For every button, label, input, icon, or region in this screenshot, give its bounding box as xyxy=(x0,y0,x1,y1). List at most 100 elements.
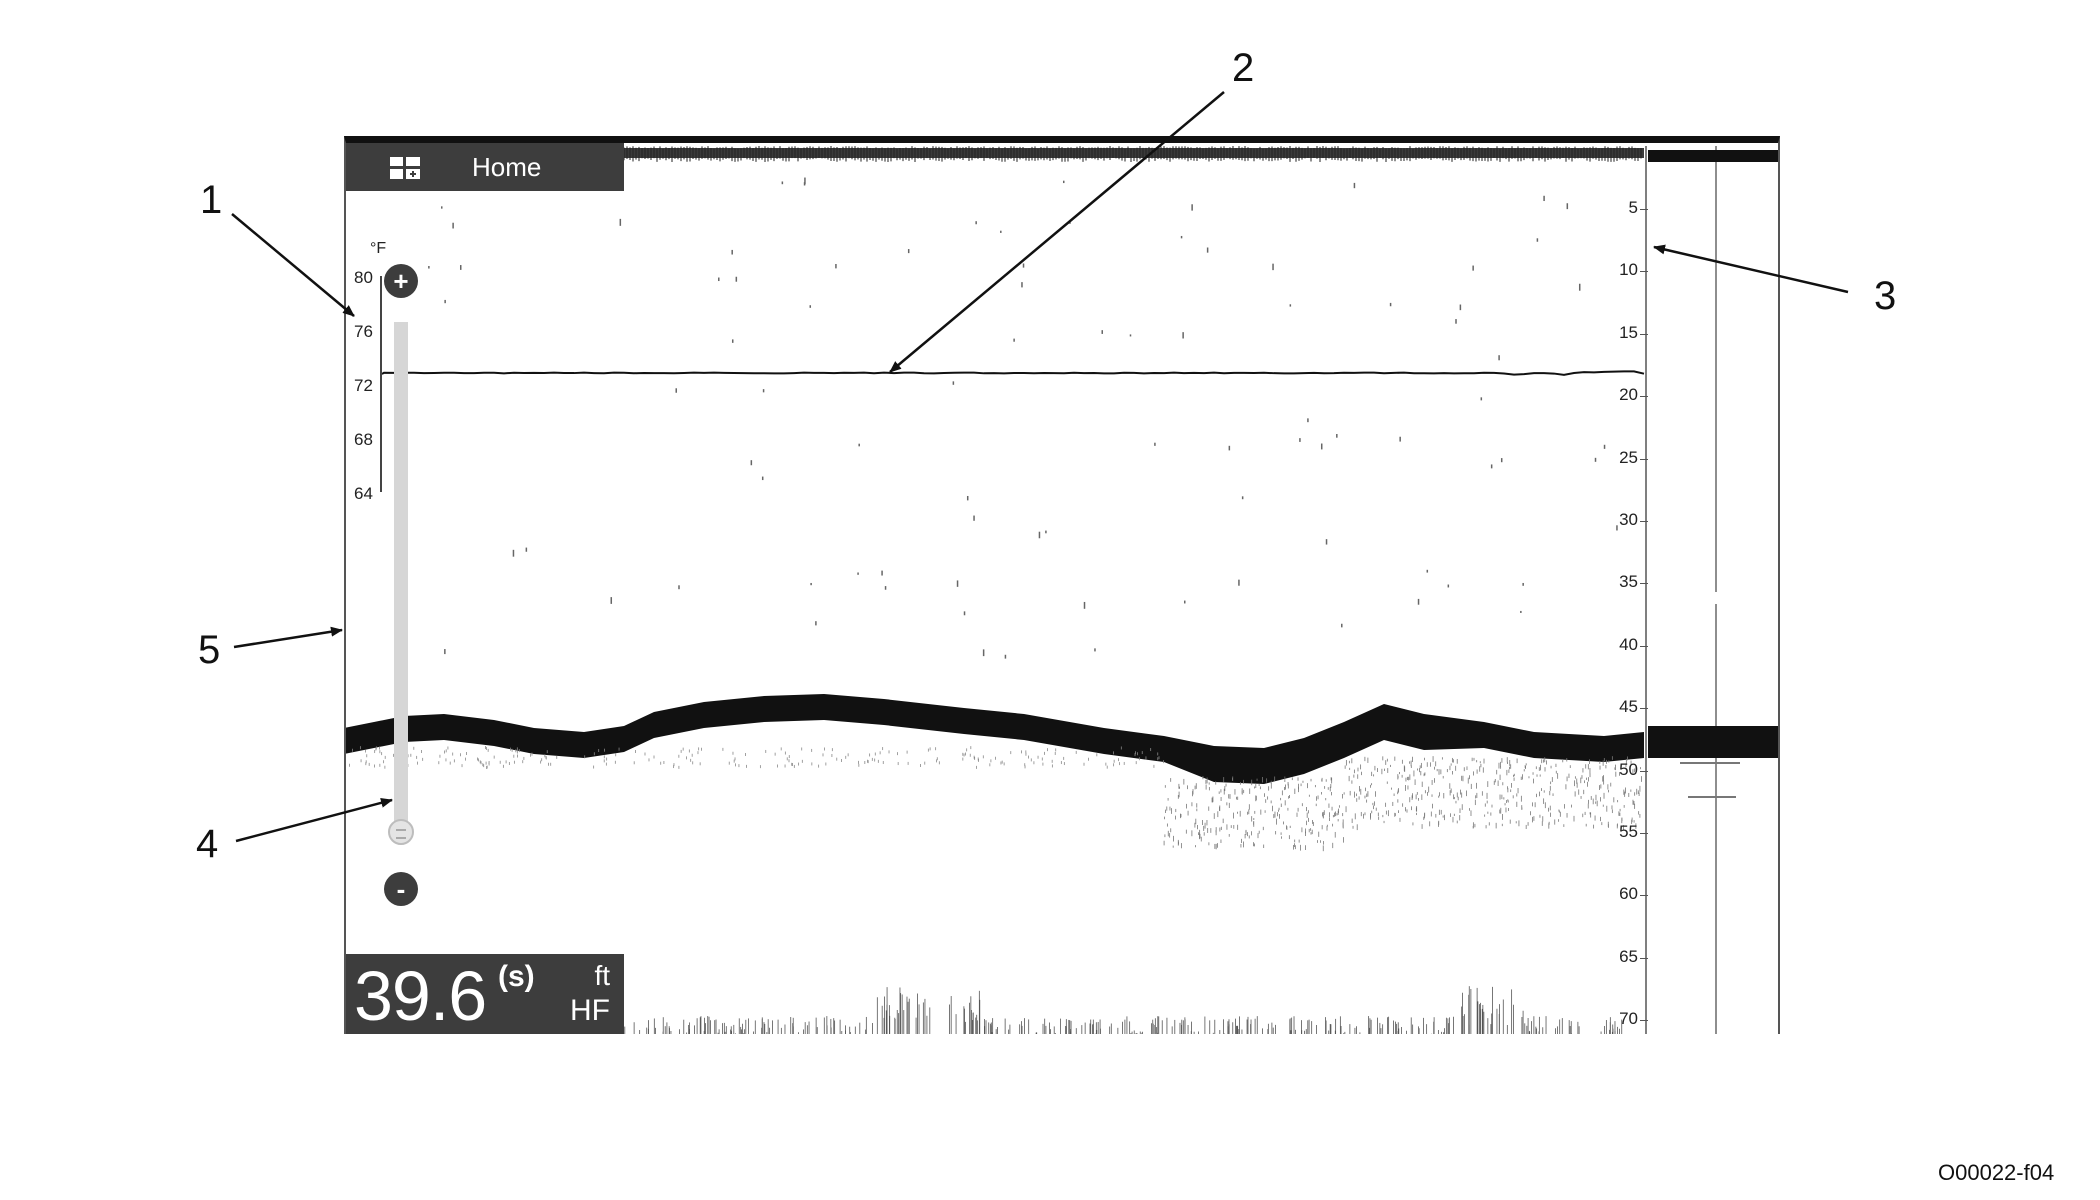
water-column-target xyxy=(1447,584,1450,588)
water-column-target xyxy=(835,264,837,269)
depth-scale-tick xyxy=(1640,209,1648,210)
water-column-target xyxy=(1272,263,1274,271)
water-column-target xyxy=(444,299,446,304)
depth-scale-label: 65 xyxy=(1619,946,1638,966)
depth-source: (s) xyxy=(498,960,535,993)
depth-scale-label: 50 xyxy=(1619,759,1638,779)
water-column-target xyxy=(982,649,985,657)
water-column-target xyxy=(1094,648,1096,652)
water-column-target xyxy=(907,249,910,254)
water-column-target xyxy=(1455,319,1457,324)
temperature-graph-line xyxy=(381,370,1645,376)
water-column-target xyxy=(952,381,955,385)
water-column-target xyxy=(858,443,860,447)
water-column-target xyxy=(1101,330,1103,334)
water-column-target xyxy=(884,586,887,590)
depth-scale-tick xyxy=(1640,957,1648,959)
water-column-target xyxy=(1228,445,1231,451)
water-column-target xyxy=(963,611,966,616)
temperature-axis xyxy=(380,276,382,492)
water-column-target xyxy=(1578,283,1581,291)
water-column-target xyxy=(1543,195,1545,202)
water-column-target xyxy=(1616,525,1618,531)
water-column-target xyxy=(1184,600,1186,604)
water-column-target xyxy=(731,339,734,343)
callout-arrow-3 xyxy=(1653,244,1849,294)
depth-unit: ft xyxy=(594,960,610,991)
temperature-tick-label: 68 xyxy=(354,430,373,449)
callout-arrow-2 xyxy=(889,91,1225,373)
water-column-target xyxy=(1336,433,1338,438)
temperature-tick-label: 76 xyxy=(354,322,373,341)
water-column-target xyxy=(810,582,812,586)
water-column-target xyxy=(1353,182,1356,189)
water-column-target xyxy=(1083,601,1086,609)
depth-scale-tick xyxy=(1640,396,1648,398)
water-column-target xyxy=(881,570,883,576)
water-column-target xyxy=(1459,304,1462,311)
zoom-slider-handle[interactable] xyxy=(388,819,414,845)
water-column-target xyxy=(441,206,443,209)
water-column-target xyxy=(678,585,680,590)
water-column-target xyxy=(956,580,959,587)
water-column-target xyxy=(1603,444,1606,449)
water-column-target xyxy=(809,305,812,308)
depth-scale-label: 20 xyxy=(1619,385,1638,405)
water-column-target xyxy=(1013,338,1015,342)
water-column-target xyxy=(1238,579,1240,586)
water-column-target xyxy=(975,221,977,225)
callout-number-2: 2 xyxy=(1232,46,1255,90)
depth-scale-tick xyxy=(1640,770,1648,772)
water-column-target xyxy=(973,515,975,521)
zoom-slider-track[interactable] xyxy=(394,322,408,832)
water-column-target xyxy=(1180,235,1183,239)
depth-scale-tick xyxy=(1640,583,1648,585)
water-column-target xyxy=(1206,247,1209,253)
sonar-screen: Home °F 80 76 72 68 64 + - 39.6 (s) ft H… xyxy=(344,136,1780,1034)
water-column-target xyxy=(675,388,677,393)
temperature-tick-label: 80 xyxy=(354,268,373,287)
water-column-target xyxy=(1520,610,1522,613)
depth-scale-label: 60 xyxy=(1619,884,1638,904)
a-scope-gap xyxy=(1648,592,1778,604)
water-column-target xyxy=(444,649,446,655)
water-column-target xyxy=(735,276,738,282)
depth-scale-label: 70 xyxy=(1619,1009,1638,1029)
depth-scale-tick xyxy=(1640,1020,1648,1022)
figure-id: O00022-f04 xyxy=(1938,1160,2055,1185)
callout-arrow-5 xyxy=(233,626,343,649)
water-column-target xyxy=(1045,530,1047,534)
depth-scale-tick xyxy=(1640,333,1648,335)
temperature-tick-label: 64 xyxy=(354,484,373,503)
water-column-target xyxy=(512,549,515,557)
water-column-target xyxy=(1426,569,1429,573)
water-column-target xyxy=(815,621,817,626)
zoom-in-button[interactable]: + xyxy=(384,264,418,298)
zoom-out-button[interactable]: - xyxy=(384,872,418,906)
water-column-target xyxy=(1594,457,1597,462)
depth-scale-label: 15 xyxy=(1619,322,1638,342)
temperature-tick-label: 72 xyxy=(354,376,373,395)
layout-grid-icon xyxy=(390,157,420,179)
a-scope-echo xyxy=(1688,796,1736,798)
water-column-target xyxy=(1191,204,1193,211)
water-column-target xyxy=(1129,334,1132,337)
frequency-label: HF xyxy=(570,994,610,1027)
water-column-target xyxy=(1498,355,1500,361)
water-column-target xyxy=(1021,282,1023,288)
water-column-target xyxy=(1320,443,1323,450)
minus-icon: - xyxy=(396,874,406,904)
home-label: Home xyxy=(472,152,542,182)
water-column-target xyxy=(857,572,859,575)
depth-readout: 39.6 (s) ft HF xyxy=(344,954,624,1034)
depth-scale-tick xyxy=(1640,895,1648,897)
water-column-target xyxy=(1289,304,1292,307)
water-column-target xyxy=(1182,332,1184,339)
water-column-target xyxy=(452,222,454,229)
water-column-target xyxy=(1417,598,1420,605)
home-button[interactable]: Home xyxy=(344,143,624,191)
water-column-target xyxy=(1241,496,1244,500)
water-column-target xyxy=(804,177,806,185)
